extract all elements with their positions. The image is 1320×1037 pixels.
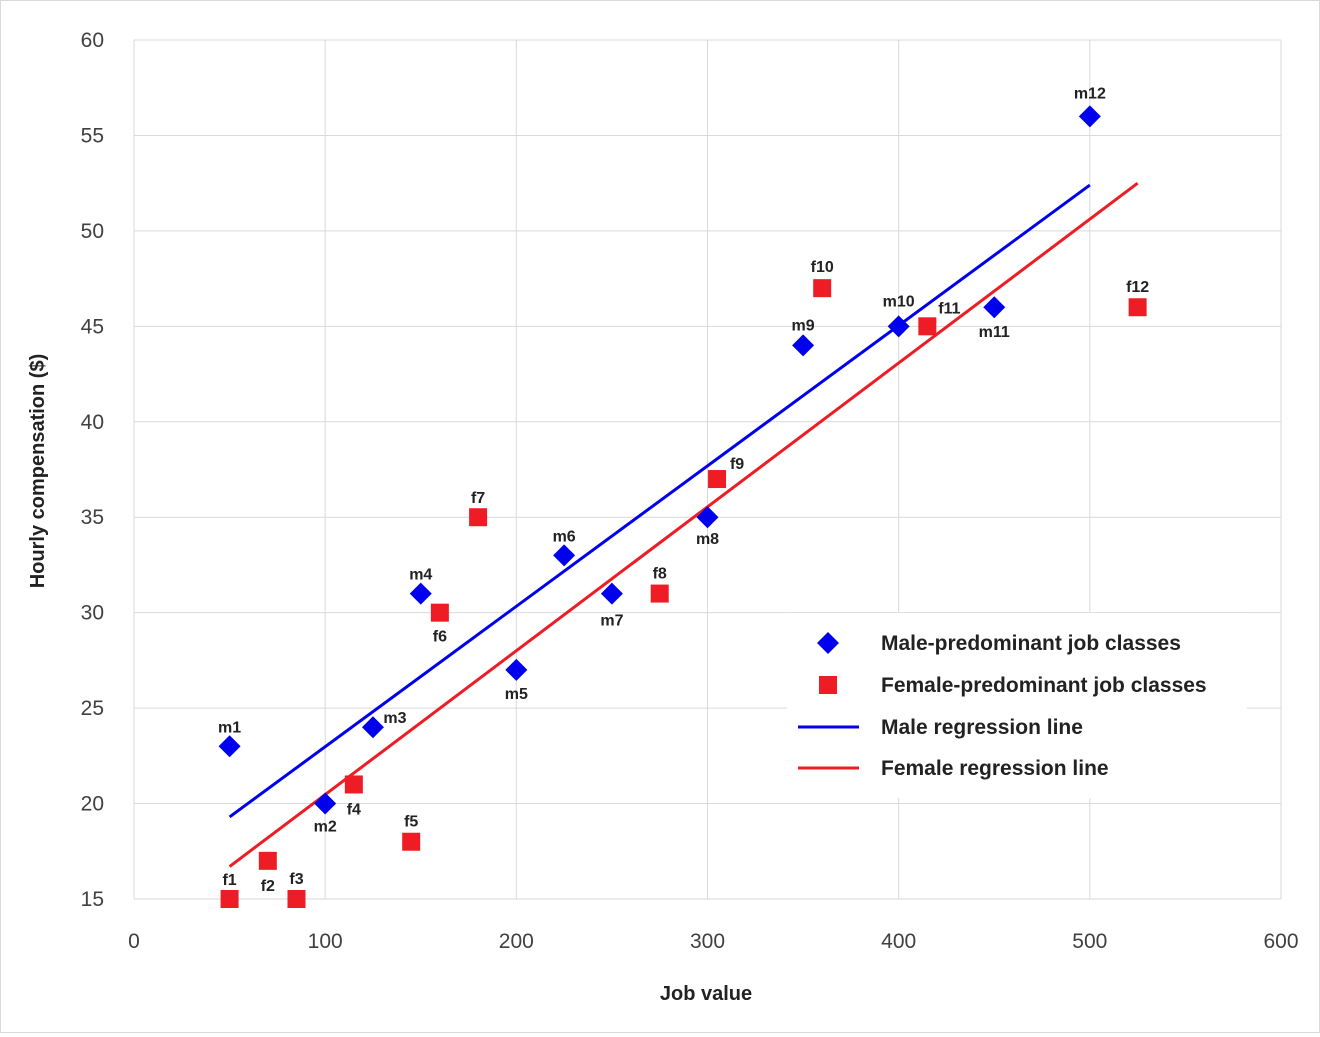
x-tick-label: 300 <box>690 930 725 953</box>
point-label-m10: m10 <box>883 293 915 310</box>
female-point-f2 <box>258 851 277 870</box>
male-point-m2 <box>314 792 337 815</box>
female-point-f12 <box>1128 298 1147 317</box>
point-label-f8: f8 <box>653 566 667 583</box>
point-label-m9: m9 <box>792 317 815 334</box>
y-tick-label: 25 <box>81 697 104 720</box>
male-point-m7 <box>600 582 623 605</box>
female-point-f1 <box>220 890 239 908</box>
female-point-f3 <box>287 890 306 908</box>
point-label-m4: m4 <box>409 567 432 584</box>
point-label-f3: f3 <box>289 871 303 888</box>
point-label-m7: m7 <box>600 613 623 630</box>
point-label-m6: m6 <box>553 528 576 545</box>
legend: Male-predominant job classes Female-predo… <box>787 613 1247 798</box>
legend-male-marker <box>817 632 839 654</box>
male-point-m8 <box>696 506 719 529</box>
y-tick-label: 35 <box>81 506 104 529</box>
data-points <box>218 105 1147 908</box>
female-point-f9 <box>708 470 727 489</box>
point-label-f5: f5 <box>404 814 418 831</box>
x-tick-label: 100 <box>308 930 343 953</box>
point-label-m12: m12 <box>1074 85 1106 102</box>
point-label-f6: f6 <box>433 629 447 646</box>
y-axis-title: Hourly compensation ($) <box>27 354 49 588</box>
female-point-f7 <box>469 508 488 527</box>
female-point-f4 <box>344 775 363 794</box>
y-tick-label: 40 <box>81 411 104 434</box>
male-point-m11 <box>983 296 1006 319</box>
male-point-m12 <box>1078 105 1101 128</box>
legend-background <box>787 613 1247 798</box>
female-point-f6 <box>430 603 449 622</box>
male-point-m4 <box>409 582 432 605</box>
legend-female-marker <box>819 676 837 694</box>
point-label-f4: f4 <box>347 801 361 818</box>
female-point-f8 <box>650 584 669 603</box>
point-label-m2: m2 <box>314 819 337 836</box>
male-regression-line <box>228 183 1091 819</box>
male-point-m10 <box>887 315 910 338</box>
point-label-m5: m5 <box>505 686 528 703</box>
point-label-m1: m1 <box>218 719 241 736</box>
male-point-m3 <box>361 716 384 739</box>
y-tick-label: 15 <box>81 888 104 911</box>
y-tick-label: 45 <box>81 315 104 338</box>
male-point-m9 <box>792 334 815 357</box>
legend-entry-label: Male regression line <box>881 716 1083 739</box>
x-tick-label: 600 <box>1263 930 1298 953</box>
female-regression-line <box>228 181 1139 868</box>
legend-entry-label: Male-predominant job classes <box>881 632 1181 655</box>
y-tick-label: 60 <box>81 29 104 52</box>
legend-entry-label: Female-predominant job classes <box>881 674 1207 697</box>
point-label-m11: m11 <box>979 324 1010 341</box>
point-label-m8: m8 <box>696 531 719 548</box>
point-label-f11: f11 <box>938 300 960 317</box>
female-point-f11 <box>918 317 937 336</box>
y-tick-label: 50 <box>81 220 104 243</box>
x-tick-label: 200 <box>499 930 534 953</box>
male-point-m6 <box>553 544 576 567</box>
x-tick-label: 0 <box>128 930 140 953</box>
point-label-f9: f9 <box>730 456 744 473</box>
x-tick-label: 400 <box>881 930 916 953</box>
female-point-f5 <box>402 832 421 851</box>
point-label-f7: f7 <box>471 490 485 507</box>
point-label-f2: f2 <box>261 878 275 895</box>
y-tick-label: 30 <box>81 602 104 625</box>
point-label-f12: f12 <box>1126 279 1149 296</box>
point-labels: m1 m2 m3 m4 m5 m6 m7 m8 m9 m10 m11 m12 f1 f2 f3 f4 f5 f6 f… <box>218 85 1149 894</box>
point-label-f10: f10 <box>811 259 834 276</box>
regression-lines <box>228 181 1139 868</box>
point-label-f1: f1 <box>222 872 236 889</box>
point-label-m3: m3 <box>383 710 406 727</box>
legend-entry-label: Female regression line <box>881 757 1109 780</box>
male-point-m5 <box>505 658 528 681</box>
x-axis-title: Job value <box>660 983 752 1005</box>
x-axis-ticks: 0 100 200 300 400 500 600 <box>128 930 1298 953</box>
x-tick-label: 500 <box>1072 930 1107 953</box>
y-axis-ticks: 15 20 25 30 35 40 45 50 55 60 <box>81 29 104 911</box>
male-point-m1 <box>218 735 241 758</box>
y-tick-label: 20 <box>81 793 104 816</box>
female-point-f10 <box>813 279 832 298</box>
grid <box>133 39 1282 900</box>
y-tick-label: 55 <box>81 124 104 147</box>
